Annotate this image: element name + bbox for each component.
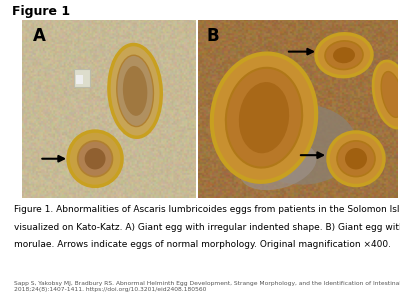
Ellipse shape bbox=[239, 82, 289, 153]
Ellipse shape bbox=[381, 72, 400, 117]
Ellipse shape bbox=[212, 53, 316, 182]
Ellipse shape bbox=[117, 55, 154, 127]
Bar bbox=[74, 70, 90, 87]
Text: Figure 1: Figure 1 bbox=[12, 4, 70, 17]
Circle shape bbox=[85, 148, 106, 170]
Ellipse shape bbox=[240, 142, 316, 190]
Ellipse shape bbox=[333, 47, 355, 63]
Text: Figure 1. Abnormalities of Ascaris lumbricoides eggs from patients in the Solomo: Figure 1. Abnormalities of Ascaris lumbr… bbox=[14, 206, 400, 214]
Text: Sapp S, Yakobsy MJ, Bradbury RS. Abnormal Helminth Egg Development, Strange Morp: Sapp S, Yakobsy MJ, Bradbury RS. Abnorma… bbox=[14, 280, 400, 292]
Text: A: A bbox=[32, 27, 45, 45]
Text: visualized on Kato-Katz. A) Giant egg with irregular indented shape. B) Giant eg: visualized on Kato-Katz. A) Giant egg wi… bbox=[14, 223, 400, 232]
Ellipse shape bbox=[337, 141, 375, 177]
Ellipse shape bbox=[226, 68, 302, 168]
Circle shape bbox=[78, 141, 112, 177]
Circle shape bbox=[68, 131, 122, 186]
Ellipse shape bbox=[373, 61, 400, 128]
Text: morulae. Arrows indicate eggs of normal morphology. Original magnification ×400.: morulae. Arrows indicate eggs of normal … bbox=[14, 240, 391, 249]
Ellipse shape bbox=[123, 66, 147, 116]
Ellipse shape bbox=[109, 44, 161, 137]
Text: B: B bbox=[206, 27, 219, 45]
Ellipse shape bbox=[345, 148, 367, 170]
Ellipse shape bbox=[247, 104, 357, 184]
Ellipse shape bbox=[325, 41, 363, 70]
Bar bbox=[76, 75, 83, 84]
Ellipse shape bbox=[328, 132, 384, 185]
Ellipse shape bbox=[316, 34, 372, 76]
